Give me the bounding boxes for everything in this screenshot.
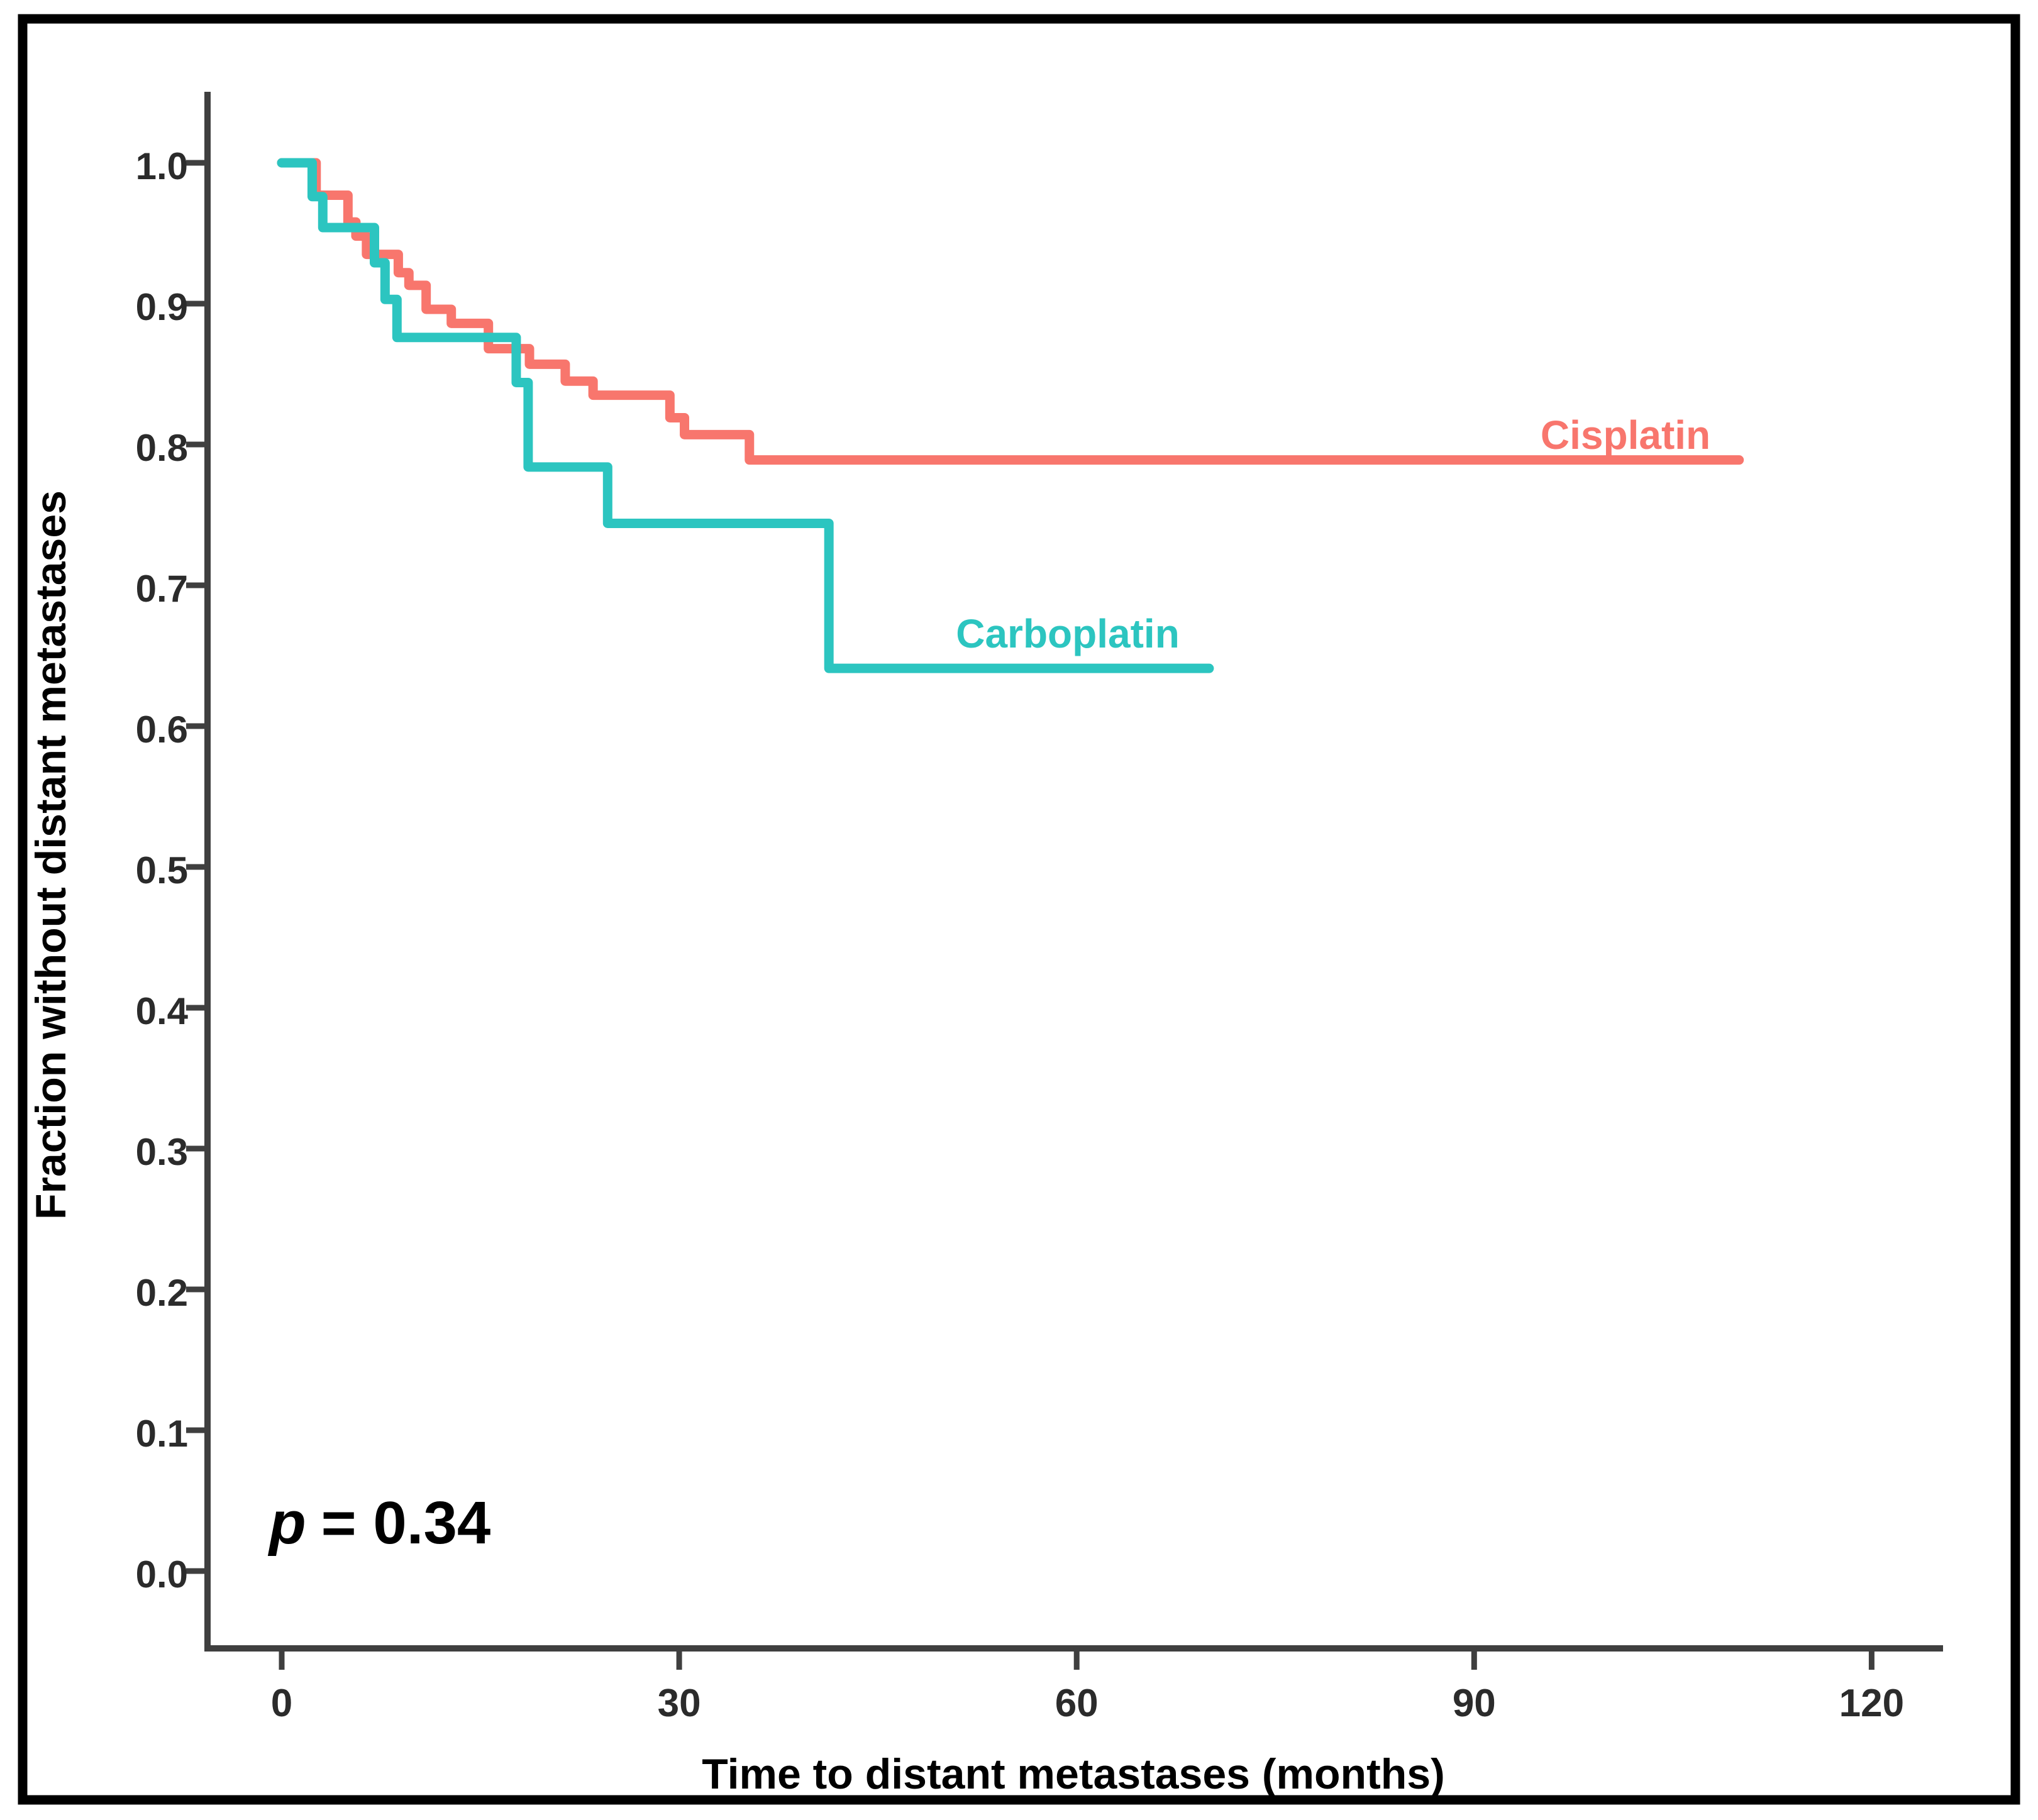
y-tick-label: 0.8: [136, 427, 188, 469]
series-lines: [277, 158, 1744, 673]
y-tick-label: 1.0: [136, 145, 188, 187]
p-value-text: = 0.34: [321, 1489, 491, 1557]
y-tick-label: 0.4: [136, 990, 189, 1032]
p-value-annotation: p = 0.34: [267, 1489, 490, 1557]
y-tick-label: 0.6: [136, 709, 188, 751]
x-tick-label: 30: [658, 1682, 701, 1725]
x-tick-label: 90: [1453, 1682, 1496, 1725]
p-symbol: p: [267, 1489, 306, 1557]
y-tick-label: 0.7: [136, 568, 188, 610]
series-label-carboplatin: Carboplatin: [956, 611, 1180, 656]
y-axis-title: Fraction without distant metastases: [27, 490, 75, 1220]
x-tick-label: 120: [1839, 1682, 1904, 1725]
figure-border: [18, 14, 2020, 1805]
axes: 1.0 0.9 0.8 0.7 0.6 0.5 0.4 0.3 0.2 0.1 0.0 0 30 60 90…: [136, 92, 1943, 1725]
series-label-cisplatin: Cisplatin: [1541, 412, 1710, 458]
x-tick-label: 0: [271, 1682, 292, 1725]
curve-cisplatin: [277, 158, 1744, 465]
y-tick-label: 0.1: [136, 1413, 188, 1455]
y-tick-label: 0.2: [136, 1272, 188, 1314]
y-tick-label: 0.5: [136, 849, 188, 891]
curve-carboplatin: [277, 158, 1214, 673]
y-tick-label: 0.0: [136, 1553, 188, 1596]
y-tick-label: 0.9: [136, 286, 188, 328]
x-tick-label: 60: [1055, 1682, 1099, 1725]
y-tick-label: 0.3: [136, 1131, 188, 1173]
x-axis-title: Time to distant metastases (months): [702, 1750, 1444, 1798]
